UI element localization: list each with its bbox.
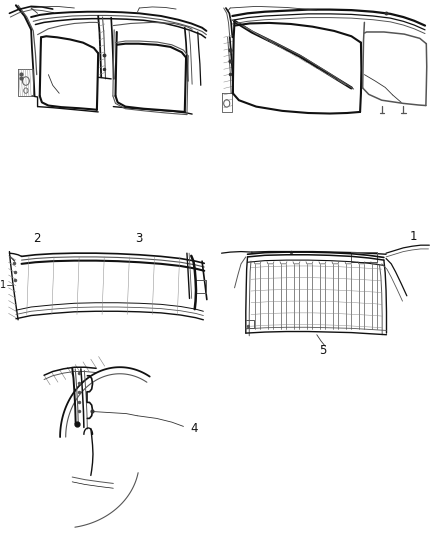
Text: 1: 1 bbox=[410, 230, 417, 243]
Text: 5: 5 bbox=[320, 344, 327, 357]
Text: 4: 4 bbox=[191, 422, 198, 435]
Text: 1: 1 bbox=[0, 280, 7, 290]
Text: 2: 2 bbox=[33, 232, 41, 245]
Text: 3: 3 bbox=[135, 232, 142, 245]
